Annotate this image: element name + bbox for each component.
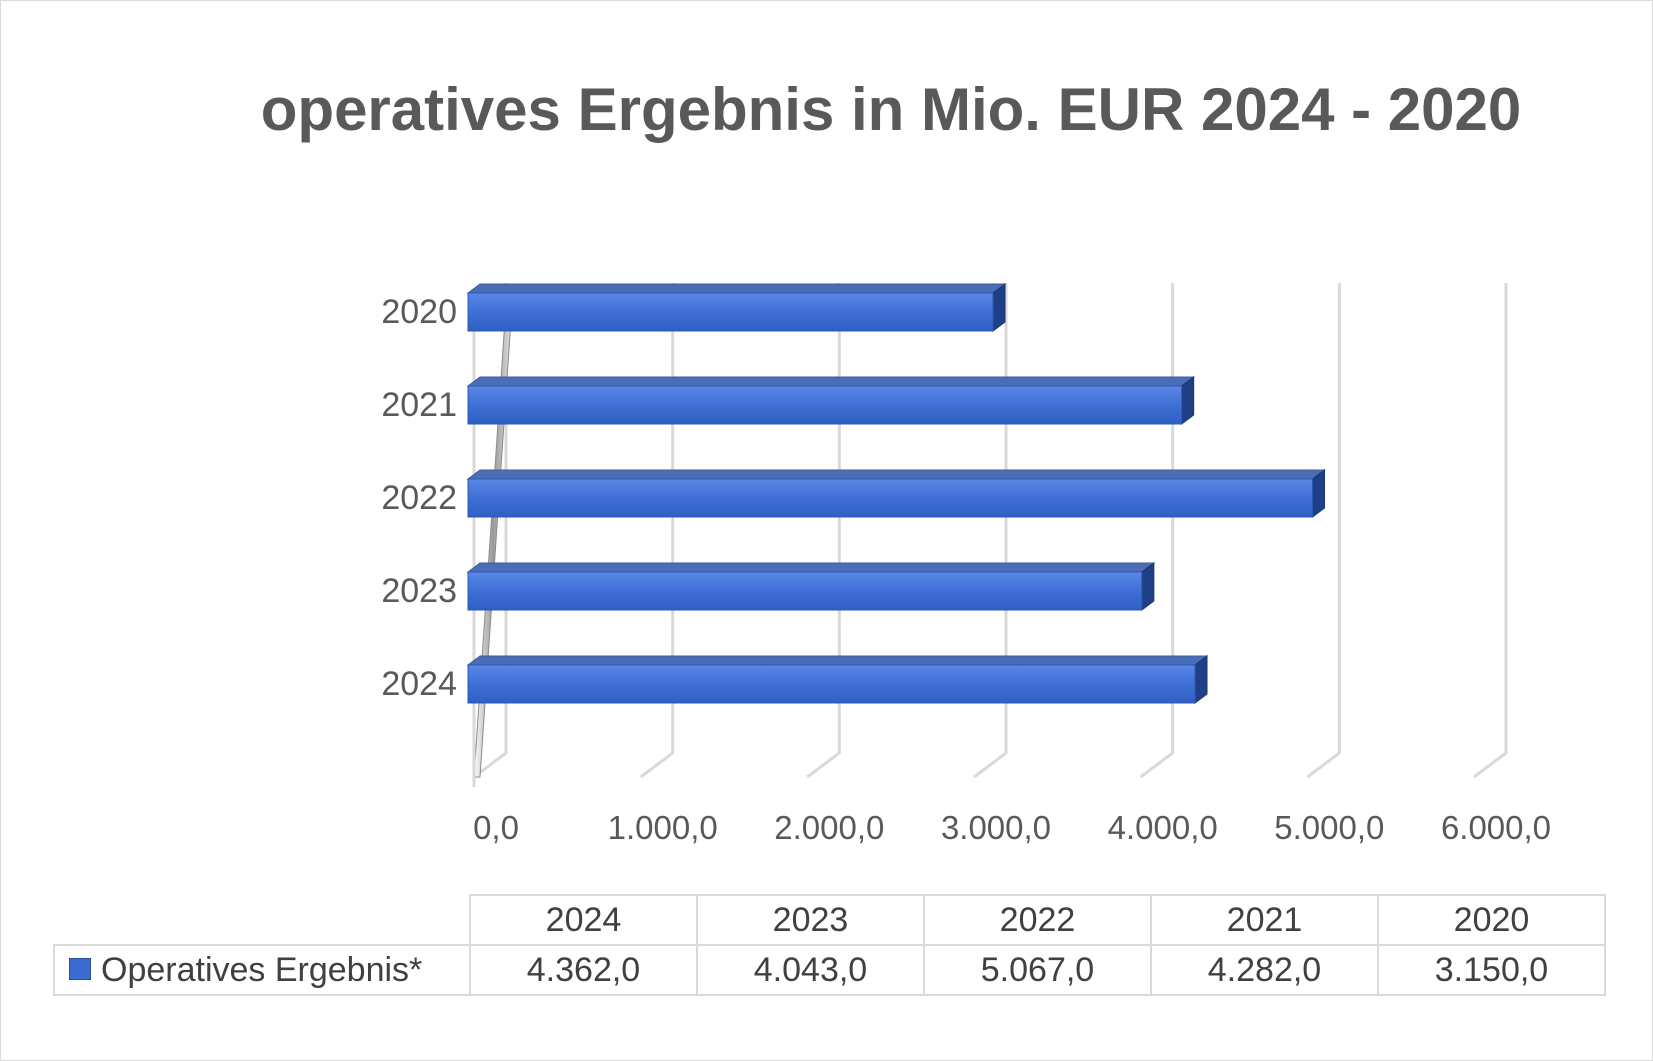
gridline [1139,283,1175,779]
data-table-value-cell: 4.043,0 [696,944,925,996]
data-table-header-cell: 2020 [1377,894,1606,946]
bar-side-face [1181,376,1195,425]
legend-key [69,957,91,980]
x-tick-label: 4.000,0 [1108,809,1218,846]
y-tick-label: 2022 [381,479,457,517]
chart-title: operatives Ergebnis in Mio. EUR 2024 - 2… [260,76,1522,143]
gridlines [473,283,1508,779]
bar-top-face [466,469,1326,480]
x-tick-labels: 0,0 1.000,0 2.000,0 3.000,0 4.000,0 5.000,0 6.… [473,809,1551,846]
x-tick-label: 2.000,0 [774,809,884,846]
bar-side-face [1312,469,1325,518]
bar-side-face [1194,655,1208,704]
x-tick-label: 6.000,0 [1441,809,1551,846]
bar-top-face [466,655,1209,666]
data-table-header-cell: 2021 [1150,894,1379,946]
bar [467,292,994,332]
gridline [473,283,508,779]
y-tick-label: 2024 [381,665,457,703]
data-table-corner [54,895,471,946]
bar-side-face [992,283,1006,332]
bar [467,385,1183,425]
bar-top-face [466,562,1156,573]
data-table-header-row: 2024 2023 2022 2021 2020 [54,894,1606,946]
data-table-value-cell: 5.067,0 [923,944,1152,996]
gridline [1306,283,1341,779]
series-name: Operatives Ergebnis* [101,950,423,989]
bar [467,571,1143,611]
bar [467,664,1196,704]
x-tick-label: 3.000,0 [941,809,1051,846]
y-tick-label: 2023 [381,572,457,610]
y-tick-label: 2021 [381,386,457,424]
gridline [1473,283,1508,779]
x-tick-label: 0,0 [473,809,519,846]
data-table-value-cell: 4.362,0 [469,944,698,996]
data-table: 2024 2023 2022 2021 2020 Operatives Erge… [53,894,1606,996]
data-table-header-cell: 2023 [696,894,925,946]
gridline [973,283,1008,779]
data-table-header-cell: 2024 [469,894,698,946]
bars [466,283,1326,704]
data-table-value-cell: 4.282,0 [1150,944,1379,996]
bar [467,478,1313,518]
data-table-header-cell: 2022 [923,894,1152,946]
gridline [639,283,675,779]
data-table-series-cell: Operatives Ergebnis* [53,944,471,996]
bar-chart-plot: 2024 2023 2022 2021 2020 0,0 1.000,0 2.000,0 3.… [381,283,1551,846]
gridline [806,283,841,779]
data-table-value-cell: 3.150,0 [1377,944,1606,996]
bar-top-face [466,283,1007,294]
y-tick-label: 2020 [381,293,457,331]
x-tick-label: 1.000,0 [608,809,718,846]
bar-side-face [1141,562,1155,611]
data-table-row: Operatives Ergebnis* 4.362,0 4.043,0 5.0… [53,944,1606,996]
x-tick-label: 5.000,0 [1274,809,1384,846]
bar-top-face [466,376,1196,387]
y-tick-labels: 2024 2023 2022 2021 2020 [381,293,457,703]
